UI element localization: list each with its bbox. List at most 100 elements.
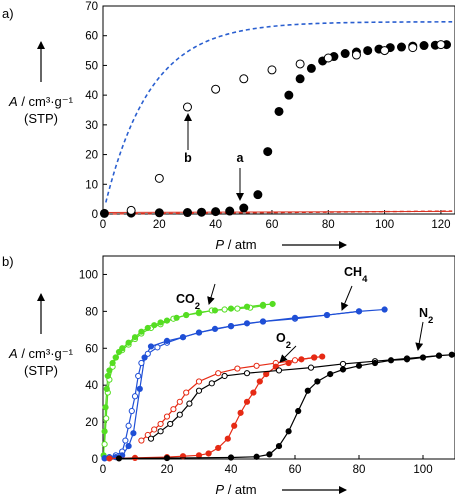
ch4-adsorption-point [291,314,299,321]
n2-adsorption-point [355,362,363,369]
co2-adsorption-point [144,324,151,332]
panel-b-x-tick-label: 80 [353,464,366,476]
co2-adsorption-point [227,305,235,312]
series-b-point [351,50,361,60]
co2-adsorption-point [259,301,267,309]
series-a-point [419,41,429,51]
co2-adsorption-point [103,385,110,392]
n2-adsorption-point [266,451,273,458]
series-b-point [211,84,221,94]
n2-adsorption-point [163,454,171,462]
panel-a-annotations: a b [184,113,245,201]
co2-adsorption-point [109,359,116,367]
co2-adsorption-point [104,372,111,380]
co2-adsorption-point [106,367,113,374]
o2-adsorption-point [195,452,203,459]
series-b-point [323,53,333,63]
panel-b-x-tick-label: 40 [225,464,238,476]
panel-a-x-axis-label: P / atm [215,237,347,252]
series-name-ch4: CH4 [344,265,368,285]
o2-arrow [279,345,297,363]
n2-adsorption-point [115,455,123,462]
series-b-point [267,65,277,75]
o2-adsorption-point [224,435,231,442]
co2-adsorption-point [125,339,132,346]
ch4-adsorption-point [136,385,143,392]
o2-desorption-point [163,413,171,420]
panel-b-x-tick-label: 0 [100,464,106,476]
series-a-point [396,42,406,52]
co2-adsorption-line [103,303,273,456]
series-a-point [99,208,109,218]
series-b-point [182,102,192,112]
co2-adsorption-point [163,317,171,324]
n2-desorption-point [208,380,215,387]
ch4-desorption-point [125,422,132,429]
series-a-point [263,147,273,157]
n2-adsorption-point [403,356,411,363]
ch4-adsorption-point [141,354,148,361]
co2-adsorption-point [131,334,139,341]
series-a-point [284,90,294,100]
panel-b-x-tick-label: 20 [161,464,174,476]
co2-desorption-point [234,305,241,312]
panel-b-plot-frame [102,255,455,460]
ch4-desorption-point [135,372,142,380]
co2-desorption-point [103,415,110,422]
ch4-adsorption-point [259,318,267,325]
n2-adsorption-point [419,354,427,361]
n2-adsorption-point [275,442,283,450]
panel-b: b) 0 20 40 60 80 100 0 20 40 60 80 100 CO2 CH4 O2 N… [2,254,455,497]
panel-b-y-tick-label: 20 [85,417,98,429]
co2-adsorption-point [243,303,251,310]
panel-a-y-tick-label: 20 [85,150,98,162]
panel-b-x-tick-label: 60 [289,464,302,476]
co2-adsorption-point [211,307,219,314]
panel-b-x-axis-label: P / atm [215,482,347,497]
annotation-b: b [184,151,192,165]
series-a-point [253,190,263,200]
o2-desorption-point [215,370,222,377]
ch4-desorption-point [138,359,145,367]
panel-a-y-axis-label: A / cm³·g⁻¹ (STP) [8,41,74,126]
co2-adsorption-point [173,314,180,321]
n2-adsorption-point [253,453,260,460]
ch4-adsorption-point [211,325,219,332]
ch4-desorption-point [131,393,139,400]
o2-desorption-point [170,406,177,413]
panel-a-x-tick-label: 60 [266,219,279,231]
series-a-point [239,203,249,213]
panel-b-x-tick-label: 100 [413,464,432,476]
n2-adsorption-point [387,357,395,364]
n2-adsorption-point [227,454,235,461]
panel-b-y-tick-label: 60 [85,343,98,355]
panel-b-x-label: P / atm [215,482,256,497]
n2-adsorption-point [327,371,334,378]
o2-adsorption-point [231,422,238,429]
o2-desorption-point [157,420,164,428]
n2-desorption-point [307,364,315,371]
series-a-point [211,207,221,217]
o2-desorption-point [234,365,241,372]
series-name-co2: CO2 [176,292,200,312]
o2-adsorption-point [298,356,305,363]
series-ch4 [101,306,388,462]
panel-a-x-tick-label: 20 [153,219,166,231]
series-a-point [295,74,305,84]
panel-a-x-tick-label: 40 [209,219,222,231]
n2-adsorption-point [314,378,321,385]
panel-a-y-label: A / cm³·g⁻¹ (STP) [8,94,74,126]
ch4-adsorption-point [243,320,251,327]
series-a-point [154,208,164,218]
ch4-desorption-point [122,437,129,444]
ch4-adsorption-point [147,343,155,350]
n2-desorption-point [186,400,193,407]
n2-adsorption-point [304,387,311,394]
co2-adsorption-point [138,328,145,335]
o2-adsorption-point [243,398,251,405]
panel-a-x-tick-label: 80 [322,219,335,231]
series-n2 [115,351,455,462]
panel-a-y-tick-label: 30 [85,120,98,132]
ch4-adsorption-point [227,323,235,330]
ch4-adsorption-point [179,334,187,341]
